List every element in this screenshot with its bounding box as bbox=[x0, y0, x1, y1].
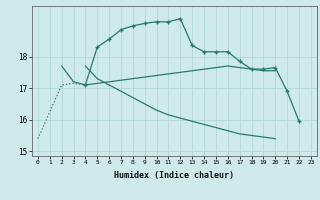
X-axis label: Humidex (Indice chaleur): Humidex (Indice chaleur) bbox=[115, 171, 234, 180]
